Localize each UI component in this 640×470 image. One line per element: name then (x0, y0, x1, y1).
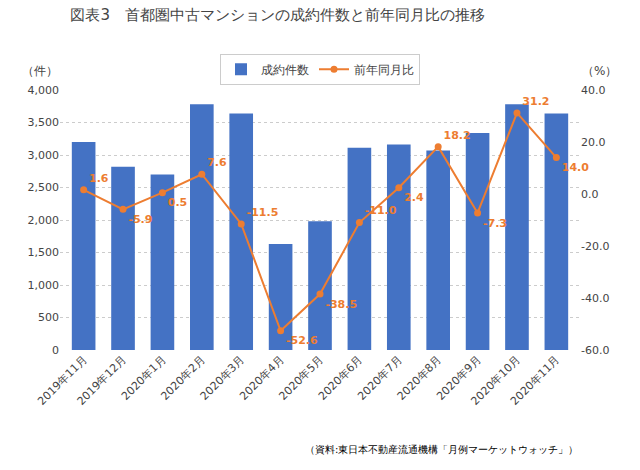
svg-text:2020年7月: 2020年7月 (355, 353, 404, 402)
svg-text:1,500: 1,500 (28, 246, 60, 259)
svg-text:2020年10月: 2020年10月 (469, 353, 523, 407)
svg-text:前年同月比: 前年同月比 (354, 63, 414, 77)
svg-text:成約件数: 成約件数 (261, 63, 309, 77)
svg-text:2019年11月: 2019年11月 (35, 353, 89, 407)
svg-text:14.0: 14.0 (562, 161, 589, 174)
svg-text:1,000: 1,000 (28, 279, 60, 292)
svg-text:0: 0 (52, 344, 59, 357)
svg-text:500: 500 (38, 311, 59, 324)
svg-text:2020年11月: 2020年11月 (508, 353, 562, 407)
svg-text:4,000: 4,000 (28, 84, 60, 97)
svg-text:3,500: 3,500 (28, 116, 60, 129)
svg-text:2019年12月: 2019年12月 (75, 353, 129, 407)
svg-text:2020年6月: 2020年6月 (316, 353, 365, 402)
svg-text:2020年1月: 2020年1月 (119, 353, 168, 402)
svg-text:18.2: 18.2 (444, 129, 471, 142)
svg-text:0.0: 0.0 (581, 188, 599, 201)
svg-text:-52.6: -52.6 (286, 334, 318, 347)
svg-text:（%）: （%） (582, 64, 617, 78)
svg-text:3,000: 3,000 (28, 149, 60, 162)
svg-text:20.0: 20.0 (581, 136, 606, 149)
svg-text:（件）: （件） (22, 64, 58, 78)
svg-text:31.2: 31.2 (522, 95, 549, 108)
svg-text:-11.5: -11.5 (247, 206, 279, 219)
svg-text:2020年3月: 2020年3月 (198, 353, 247, 402)
svg-text:40.0: 40.0 (581, 84, 606, 97)
svg-text:2,500: 2,500 (28, 181, 60, 194)
svg-text:2020年2月: 2020年2月 (158, 353, 207, 402)
svg-text:2.4: 2.4 (404, 191, 424, 204)
svg-text:-40.0: -40.0 (581, 292, 609, 305)
svg-text:7.6: 7.6 (207, 156, 227, 169)
svg-text:2,000: 2,000 (28, 214, 60, 227)
svg-text:-5.9: -5.9 (128, 213, 152, 226)
svg-text:-20.0: -20.0 (581, 240, 609, 253)
svg-text:（資料:東日本不動産流通機構「月例マーケットウォッチ」）: （資料:東日本不動産流通機構「月例マーケットウォッチ」） (305, 444, 578, 455)
svg-text:図表3 首都圏中古マンションの成約件数と前年同月比の推移: 図表3 首都圏中古マンションの成約件数と前年同月比の推移 (70, 6, 485, 24)
svg-text:1.6: 1.6 (89, 172, 109, 185)
svg-text:-11.0: -11.0 (365, 204, 397, 217)
svg-text:-38.5: -38.5 (325, 298, 357, 311)
svg-text:-60.0: -60.0 (581, 344, 609, 357)
svg-text:2020年4月: 2020年4月 (237, 353, 286, 402)
svg-text:2020年9月: 2020年9月 (434, 353, 483, 402)
svg-text:2020年5月: 2020年5月 (277, 353, 326, 402)
svg-text:-7.3: -7.3 (483, 217, 507, 230)
svg-text:0.5: 0.5 (168, 196, 188, 209)
svg-text:2020年8月: 2020年8月 (395, 353, 444, 402)
